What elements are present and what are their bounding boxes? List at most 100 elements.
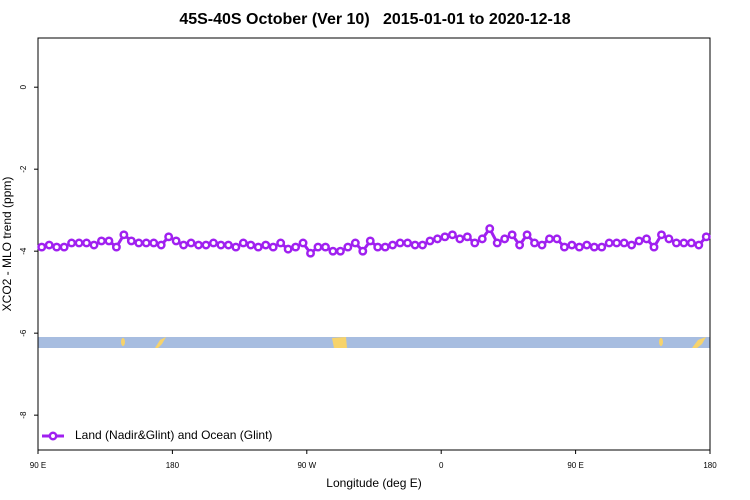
legend-label: Land (Nadir&Glint) and Ocean (Glint) — [75, 428, 272, 442]
data-point — [74, 238, 84, 248]
data-point — [447, 230, 457, 240]
data-point — [589, 242, 599, 252]
data-point — [104, 236, 114, 246]
data-point — [418, 240, 427, 250]
land-patch — [692, 337, 706, 348]
data-point — [209, 238, 218, 248]
data-point — [627, 240, 637, 250]
data-point — [507, 230, 517, 240]
data-point — [37, 242, 47, 252]
data-point — [433, 234, 442, 244]
data-point — [59, 242, 69, 252]
data-point — [156, 240, 166, 250]
data-point — [634, 236, 644, 246]
x-tick-label: 180 — [703, 461, 717, 470]
data-point — [649, 242, 659, 252]
data-point — [500, 234, 510, 244]
data-point — [335, 246, 345, 256]
data-point — [485, 224, 495, 234]
data-point — [231, 242, 241, 252]
data-point — [470, 238, 480, 248]
data-point — [582, 240, 592, 250]
data-point — [171, 236, 181, 246]
data-point — [44, 240, 54, 250]
data-point — [283, 244, 293, 254]
data-point — [313, 242, 323, 252]
ocean-strip — [38, 337, 710, 348]
data-point — [686, 238, 696, 248]
y-tick-label: -4 — [19, 247, 28, 255]
data-point — [462, 232, 472, 242]
data-point — [141, 238, 151, 248]
data-point — [664, 234, 674, 244]
data-point — [679, 238, 689, 248]
data-point — [328, 246, 338, 256]
data-point — [380, 242, 390, 252]
data-point — [455, 234, 465, 244]
data-point — [350, 238, 360, 248]
data-point — [291, 242, 301, 252]
data-point — [216, 240, 226, 250]
land-patch — [155, 337, 166, 348]
data-point — [642, 234, 651, 244]
data-point — [492, 238, 502, 248]
data-point — [694, 240, 704, 250]
land-mask — [38, 337, 710, 348]
data-point — [343, 242, 353, 252]
data-point — [365, 236, 375, 246]
x-tick-label: 90 W — [297, 461, 316, 470]
y-axis-title: XCO2 - MLO trend (ppm) — [0, 177, 14, 312]
data-point — [612, 238, 622, 248]
x-axis-title: Longitude (deg E) — [326, 476, 421, 490]
data-point — [545, 234, 554, 244]
data-point — [261, 240, 271, 250]
plot-frame — [37, 37, 711, 451]
data-point — [597, 242, 607, 252]
x-tick-label: 180 — [166, 461, 180, 470]
y-tick-label: -2 — [19, 165, 28, 173]
data-point — [164, 232, 174, 242]
data-point — [89, 240, 99, 250]
data-point — [111, 242, 121, 252]
data-point — [671, 238, 681, 248]
data-point — [179, 240, 189, 250]
data-point — [425, 236, 435, 246]
data-point — [52, 242, 62, 252]
chart-title: 45S-40S October (Ver 10) 2015-01-01 to 2… — [179, 11, 570, 28]
y-tick-label: -6 — [19, 329, 28, 337]
x-tick-label: 90 E — [567, 461, 583, 470]
y-tick-label: -8 — [19, 411, 28, 419]
data-point — [619, 238, 629, 248]
data-point — [268, 242, 278, 252]
data-point — [276, 238, 286, 248]
data-point — [522, 230, 532, 240]
data-point — [306, 248, 315, 258]
data-point — [321, 242, 330, 252]
data-point — [97, 236, 106, 246]
land-patch — [121, 338, 125, 346]
data-point — [82, 238, 91, 248]
data-point — [567, 240, 577, 250]
data-point — [574, 242, 584, 252]
data-point — [395, 238, 405, 248]
data-point — [552, 234, 562, 244]
data-point — [701, 232, 711, 242]
x-tick-label: 90 E — [30, 461, 46, 470]
data-point — [358, 246, 368, 256]
data-point — [559, 242, 569, 252]
data-point — [119, 230, 129, 240]
data-point — [134, 238, 144, 248]
data-point — [201, 240, 211, 250]
data-point — [530, 238, 539, 248]
data-point — [238, 238, 248, 248]
data-point — [253, 242, 263, 252]
data-point — [194, 240, 203, 250]
data-point — [298, 238, 308, 248]
data-point — [440, 232, 450, 242]
data-point — [373, 242, 383, 252]
data-point — [388, 240, 398, 250]
legend-marker — [48, 431, 58, 441]
data-point — [537, 240, 547, 250]
